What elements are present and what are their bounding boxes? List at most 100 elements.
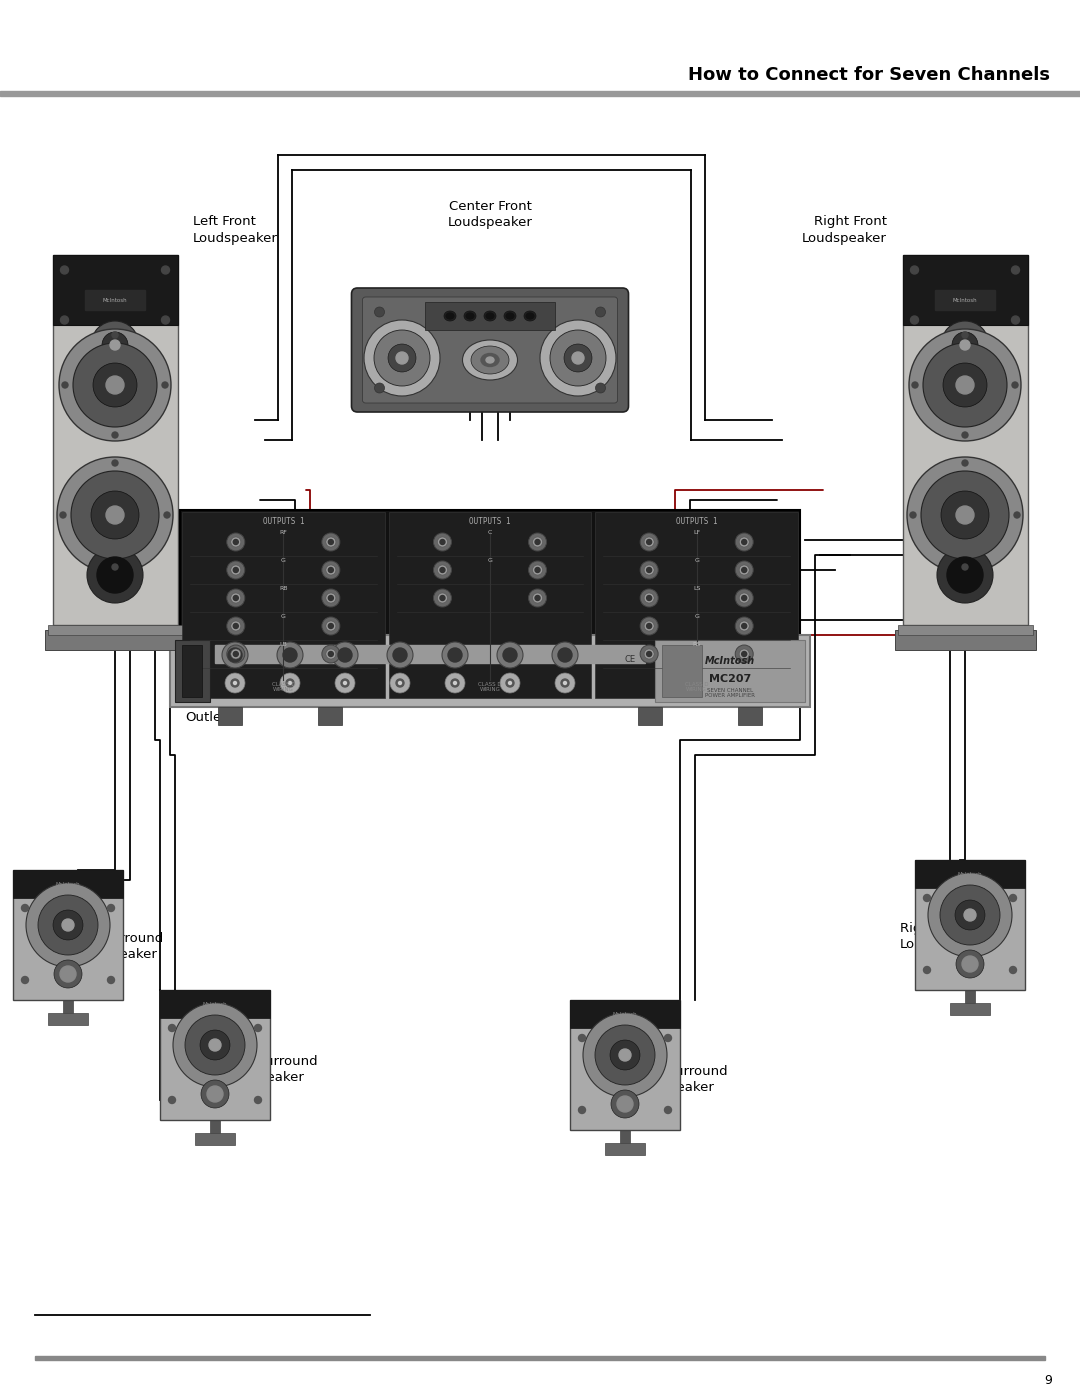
Bar [44,630,186,650]
Circle shape [735,590,753,608]
Circle shape [255,1097,261,1104]
Text: Loudspeaker: Loudspeaker [802,232,887,244]
Circle shape [322,645,340,664]
Circle shape [960,339,970,351]
Text: McIntosh: McIntosh [56,882,80,887]
Circle shape [921,471,1009,559]
Circle shape [735,534,753,550]
Circle shape [535,539,540,545]
Circle shape [962,564,968,570]
Circle shape [168,1097,175,1104]
Circle shape [956,506,974,524]
Text: SEVEN CHANNEL
POWER AMPLIFIER: SEVEN CHANNEL POWER AMPLIFIER [705,687,755,698]
Circle shape [231,564,241,576]
Circle shape [941,321,989,369]
Bar [935,291,995,310]
Circle shape [91,490,139,539]
Bar [897,624,1032,636]
Bar [966,990,975,1003]
Text: MC207: MC207 [708,673,751,685]
Circle shape [664,1035,672,1042]
Circle shape [1012,316,1020,324]
Ellipse shape [484,312,496,321]
Text: RF: RF [280,529,287,535]
Circle shape [910,265,918,274]
Bar [595,511,798,698]
Circle shape [528,562,546,578]
Circle shape [326,564,336,576]
Circle shape [112,432,118,439]
Bar [170,636,810,707]
Circle shape [387,643,413,668]
Bar [215,645,645,664]
Circle shape [227,645,245,664]
Circle shape [185,1016,245,1076]
Circle shape [555,673,575,693]
Text: Left Surround: Left Surround [73,932,163,944]
Circle shape [276,643,303,668]
Circle shape [1012,381,1018,388]
Circle shape [440,595,445,601]
Circle shape [286,679,294,687]
Bar [63,1000,73,1013]
Ellipse shape [504,312,516,321]
Text: Right Surround: Right Surround [900,922,1000,935]
Circle shape [87,548,143,604]
Circle shape [583,1013,667,1097]
Circle shape [564,682,567,685]
Text: McIntosh: McIntosh [705,657,755,666]
Text: G: G [487,557,492,563]
Text: Center Front: Center Front [448,200,531,212]
Circle shape [162,381,168,388]
Circle shape [912,381,918,388]
Bar [570,1000,680,1130]
Circle shape [322,590,340,608]
Circle shape [1012,265,1020,274]
Circle shape [222,643,248,668]
Circle shape [647,623,651,629]
Circle shape [647,651,651,657]
Circle shape [644,564,654,576]
Bar [160,990,270,1120]
Circle shape [73,344,157,427]
Circle shape [909,330,1021,441]
Circle shape [231,592,241,604]
Bar [903,256,1027,326]
FancyBboxPatch shape [351,288,629,412]
Circle shape [326,592,336,604]
Circle shape [640,645,658,664]
Circle shape [647,539,651,545]
Circle shape [106,376,124,394]
Circle shape [233,539,239,545]
Circle shape [742,595,746,601]
Text: To AC: To AC [185,694,221,708]
Ellipse shape [481,353,499,366]
Circle shape [60,316,68,324]
Circle shape [91,321,139,369]
Circle shape [532,564,542,576]
Circle shape [225,673,245,693]
Circle shape [433,590,451,608]
Circle shape [60,265,68,274]
Circle shape [162,265,170,274]
Text: LF: LF [693,529,700,535]
Text: Loudspeaker: Loudspeaker [900,937,985,951]
Text: OUTPUTS 1: OUTPUTS 1 [676,517,717,525]
Text: McIntosh: McIntosh [203,1002,227,1006]
Bar [48,624,183,636]
Bar [183,645,202,697]
Circle shape [393,648,407,662]
Text: Loudspeaker: Loudspeaker [630,1081,715,1094]
Circle shape [71,471,159,559]
Bar [318,707,342,725]
Bar [738,707,762,725]
Text: CLASS D
WIRING: CLASS D WIRING [271,682,295,693]
Circle shape [62,381,68,388]
Circle shape [332,643,357,668]
Circle shape [644,592,654,604]
Circle shape [956,950,984,978]
Circle shape [535,567,540,573]
Circle shape [644,536,654,548]
Ellipse shape [462,339,517,380]
Circle shape [102,332,129,358]
